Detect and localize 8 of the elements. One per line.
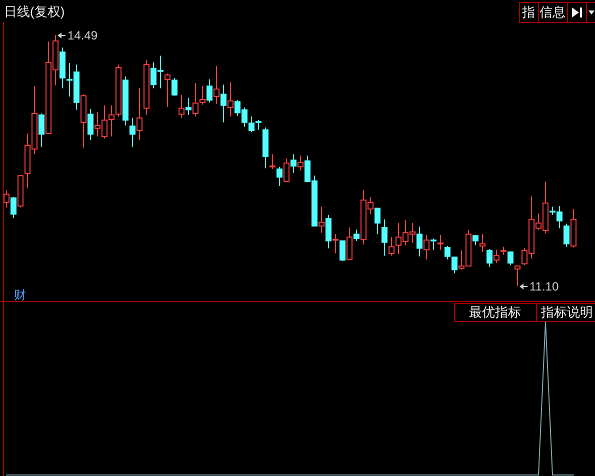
chart-title: 日线(复权) (4, 4, 65, 19)
text: 财 (14, 288, 26, 302)
text: 指 (521, 4, 535, 20)
annotation: 14.49 (68, 28, 98, 42)
text: 信息 (540, 4, 566, 20)
text: 最优指标 (469, 304, 521, 320)
annotation: 11.10 (530, 280, 559, 294)
text: 指标说明 (540, 304, 593, 320)
